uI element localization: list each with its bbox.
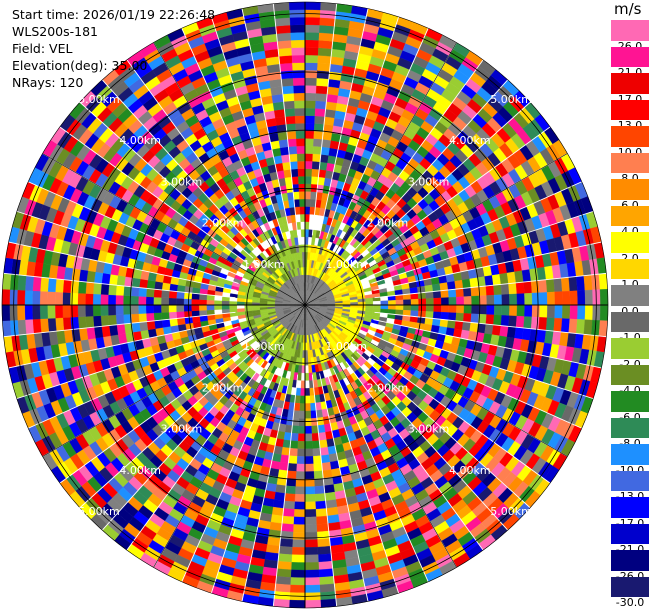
colorbar: 26.021.017.013.010.08.06.04.02.01.00.0-1…	[611, 20, 649, 609]
colorbar-swatch: 26.0	[611, 20, 649, 53]
azimuth-spoke	[42, 153, 306, 306]
colorbar-swatch: -2.0	[611, 338, 649, 371]
azimuth-spoke	[304, 153, 568, 306]
colorbar-swatch: -17.0	[611, 497, 649, 530]
range-ring-label: 4.00km	[119, 134, 161, 147]
range-ring-label: 5.00km	[78, 93, 120, 106]
range-ring-label: 2.00km	[202, 217, 244, 230]
colorbar-swatch: -10.0	[611, 444, 649, 477]
azimuth-spoke	[153, 304, 306, 568]
azimuth-spoke	[153, 42, 306, 306]
elevation-label: Elevation(deg): 35.00	[12, 58, 148, 73]
range-ring-label: 2.00km	[367, 217, 409, 230]
colorbar-swatch: -6.0	[611, 391, 649, 424]
range-ring-label: 2.00km	[367, 381, 409, 394]
colorbar-swatch: -13.0	[611, 470, 649, 503]
range-ring-label: 5.00km	[490, 505, 532, 518]
colorbar-swatch: -8.0	[611, 417, 649, 450]
colorbar-swatch: 17.0	[611, 73, 649, 106]
colorbar-swatch: 1.0	[611, 258, 649, 291]
range-ring-label: 3.00km	[408, 423, 450, 436]
range-ring-label: 5.00km	[490, 93, 532, 106]
instrument-label: WLS200s-181	[12, 24, 98, 39]
colorbar-swatch: -26.0	[611, 550, 649, 583]
colorbar-swatch: -4.0	[611, 364, 649, 397]
range-ring-label: 1.00km	[243, 258, 285, 271]
range-ring-label: 3.00km	[161, 175, 203, 188]
field-label: Field: VEL	[12, 41, 73, 56]
range-ring-label: 4.00km	[449, 134, 491, 147]
colorbar-swatch: 13.0	[611, 99, 649, 132]
range-ring-label: 5.00km	[78, 505, 120, 518]
range-ring-label: 2.00km	[202, 381, 244, 394]
colorbar-swatch: 21.0	[611, 46, 649, 79]
colorbar-swatch: 8.0	[611, 152, 649, 185]
colorbar-swatch: 0.0	[611, 285, 649, 318]
range-ring-label: 1.00km	[325, 340, 367, 353]
range-ring-label: 4.00km	[449, 464, 491, 477]
ppi-plot: 1.00km 1.00km 1.00km 1.00km 2.00km 2.00km 2.00…	[1, 1, 609, 609]
colorbar-swatch: 10.0	[611, 126, 649, 159]
colorbar-swatch: 4.0	[611, 205, 649, 238]
colorbar-unit: m/s	[614, 0, 642, 18]
colorbar-tick-label: -30.0	[611, 597, 649, 609]
azimuth-spoke	[304, 304, 568, 457]
start-time-label: Start time: 2026/01/19 22:26:48	[12, 7, 216, 22]
range-ring-label: 3.00km	[161, 423, 203, 436]
colorbar-swatch: 2.0	[611, 232, 649, 265]
nrays-label: NRays: 120	[12, 75, 84, 90]
range-ring-label: 1.00km	[243, 340, 285, 353]
velocity-field	[1, 1, 609, 609]
colorbar-swatch: -1.0	[611, 311, 649, 344]
azimuth-spoke	[304, 304, 457, 568]
range-ring-label: 4.00km	[119, 464, 161, 477]
azimuth-spoke	[42, 304, 306, 457]
range-ring-label: 1.00km	[325, 258, 367, 271]
colorbar-swatch: -30.0	[611, 576, 649, 609]
colorbar-swatch: -21.0	[611, 523, 649, 556]
range-ring-label: 3.00km	[408, 175, 450, 188]
colorbar-swatch: 6.0	[611, 179, 649, 212]
azimuth-spoke	[304, 42, 457, 306]
